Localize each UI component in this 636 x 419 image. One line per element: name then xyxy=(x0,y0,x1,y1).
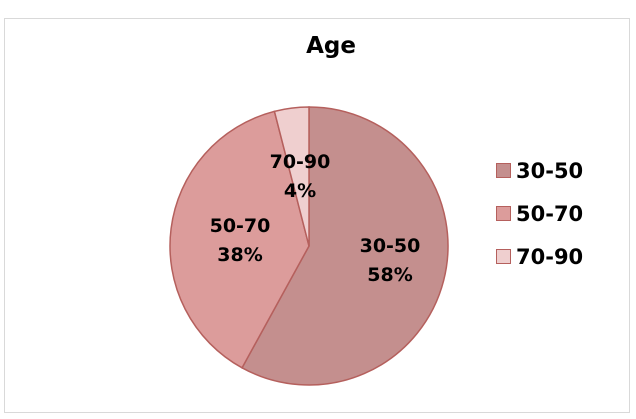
legend-swatch-70-90 xyxy=(496,249,511,264)
pie-slice-70-90 xyxy=(273,106,310,247)
legend-label-30-50: 30-50 xyxy=(516,158,584,183)
slice-label-30-50: 30-50 58% xyxy=(360,235,421,286)
legend-label-70-90: 70-90 xyxy=(516,244,584,269)
legend: 30-50 50-70 70-90 xyxy=(496,156,583,285)
slice-category-70-90: 70-90 xyxy=(270,151,331,173)
slice-percent-70-90: 4% xyxy=(284,180,316,202)
legend-item-30-50: 30-50 xyxy=(496,156,583,185)
chart-title: Age xyxy=(306,33,356,59)
legend-swatch-50-70 xyxy=(496,206,511,221)
legend-swatch-30-50 xyxy=(496,163,511,178)
pie-slice-50-70 xyxy=(169,110,310,369)
legend-item-70-90: 70-90 xyxy=(496,242,583,271)
slice-category-30-50: 30-50 xyxy=(360,235,421,257)
legend-item-50-70: 50-70 xyxy=(496,199,583,228)
slice-percent-30-50: 58% xyxy=(367,264,412,286)
pie-slice-30-50 xyxy=(241,106,449,386)
slice-label-70-90: 70-90 4% xyxy=(270,151,331,202)
slice-label-50-70: 50-70 38% xyxy=(210,215,271,266)
slice-category-50-70: 50-70 xyxy=(210,215,271,237)
legend-label-50-70: 50-70 xyxy=(516,201,584,226)
slice-percent-50-70: 38% xyxy=(217,244,262,266)
